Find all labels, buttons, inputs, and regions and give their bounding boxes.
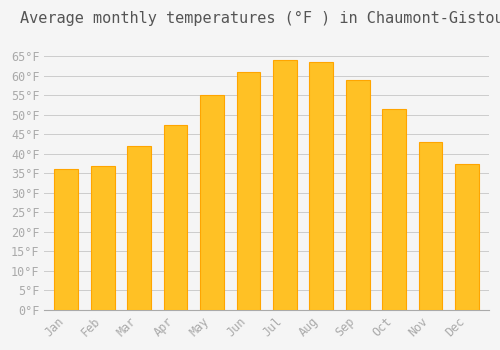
Bar <box>382 109 406 310</box>
Title: Average monthly temperatures (°F ) in Chaumont-Gistoux: Average monthly temperatures (°F ) in Ch… <box>20 11 500 26</box>
Bar <box>310 62 333 310</box>
Bar <box>128 146 151 310</box>
Bar <box>346 80 370 310</box>
Bar <box>419 142 442 310</box>
Bar <box>236 72 260 310</box>
Bar <box>164 125 188 310</box>
Bar <box>54 169 78 310</box>
Bar <box>455 164 479 310</box>
Bar <box>273 61 296 310</box>
Bar <box>91 166 114 310</box>
Bar <box>200 96 224 310</box>
